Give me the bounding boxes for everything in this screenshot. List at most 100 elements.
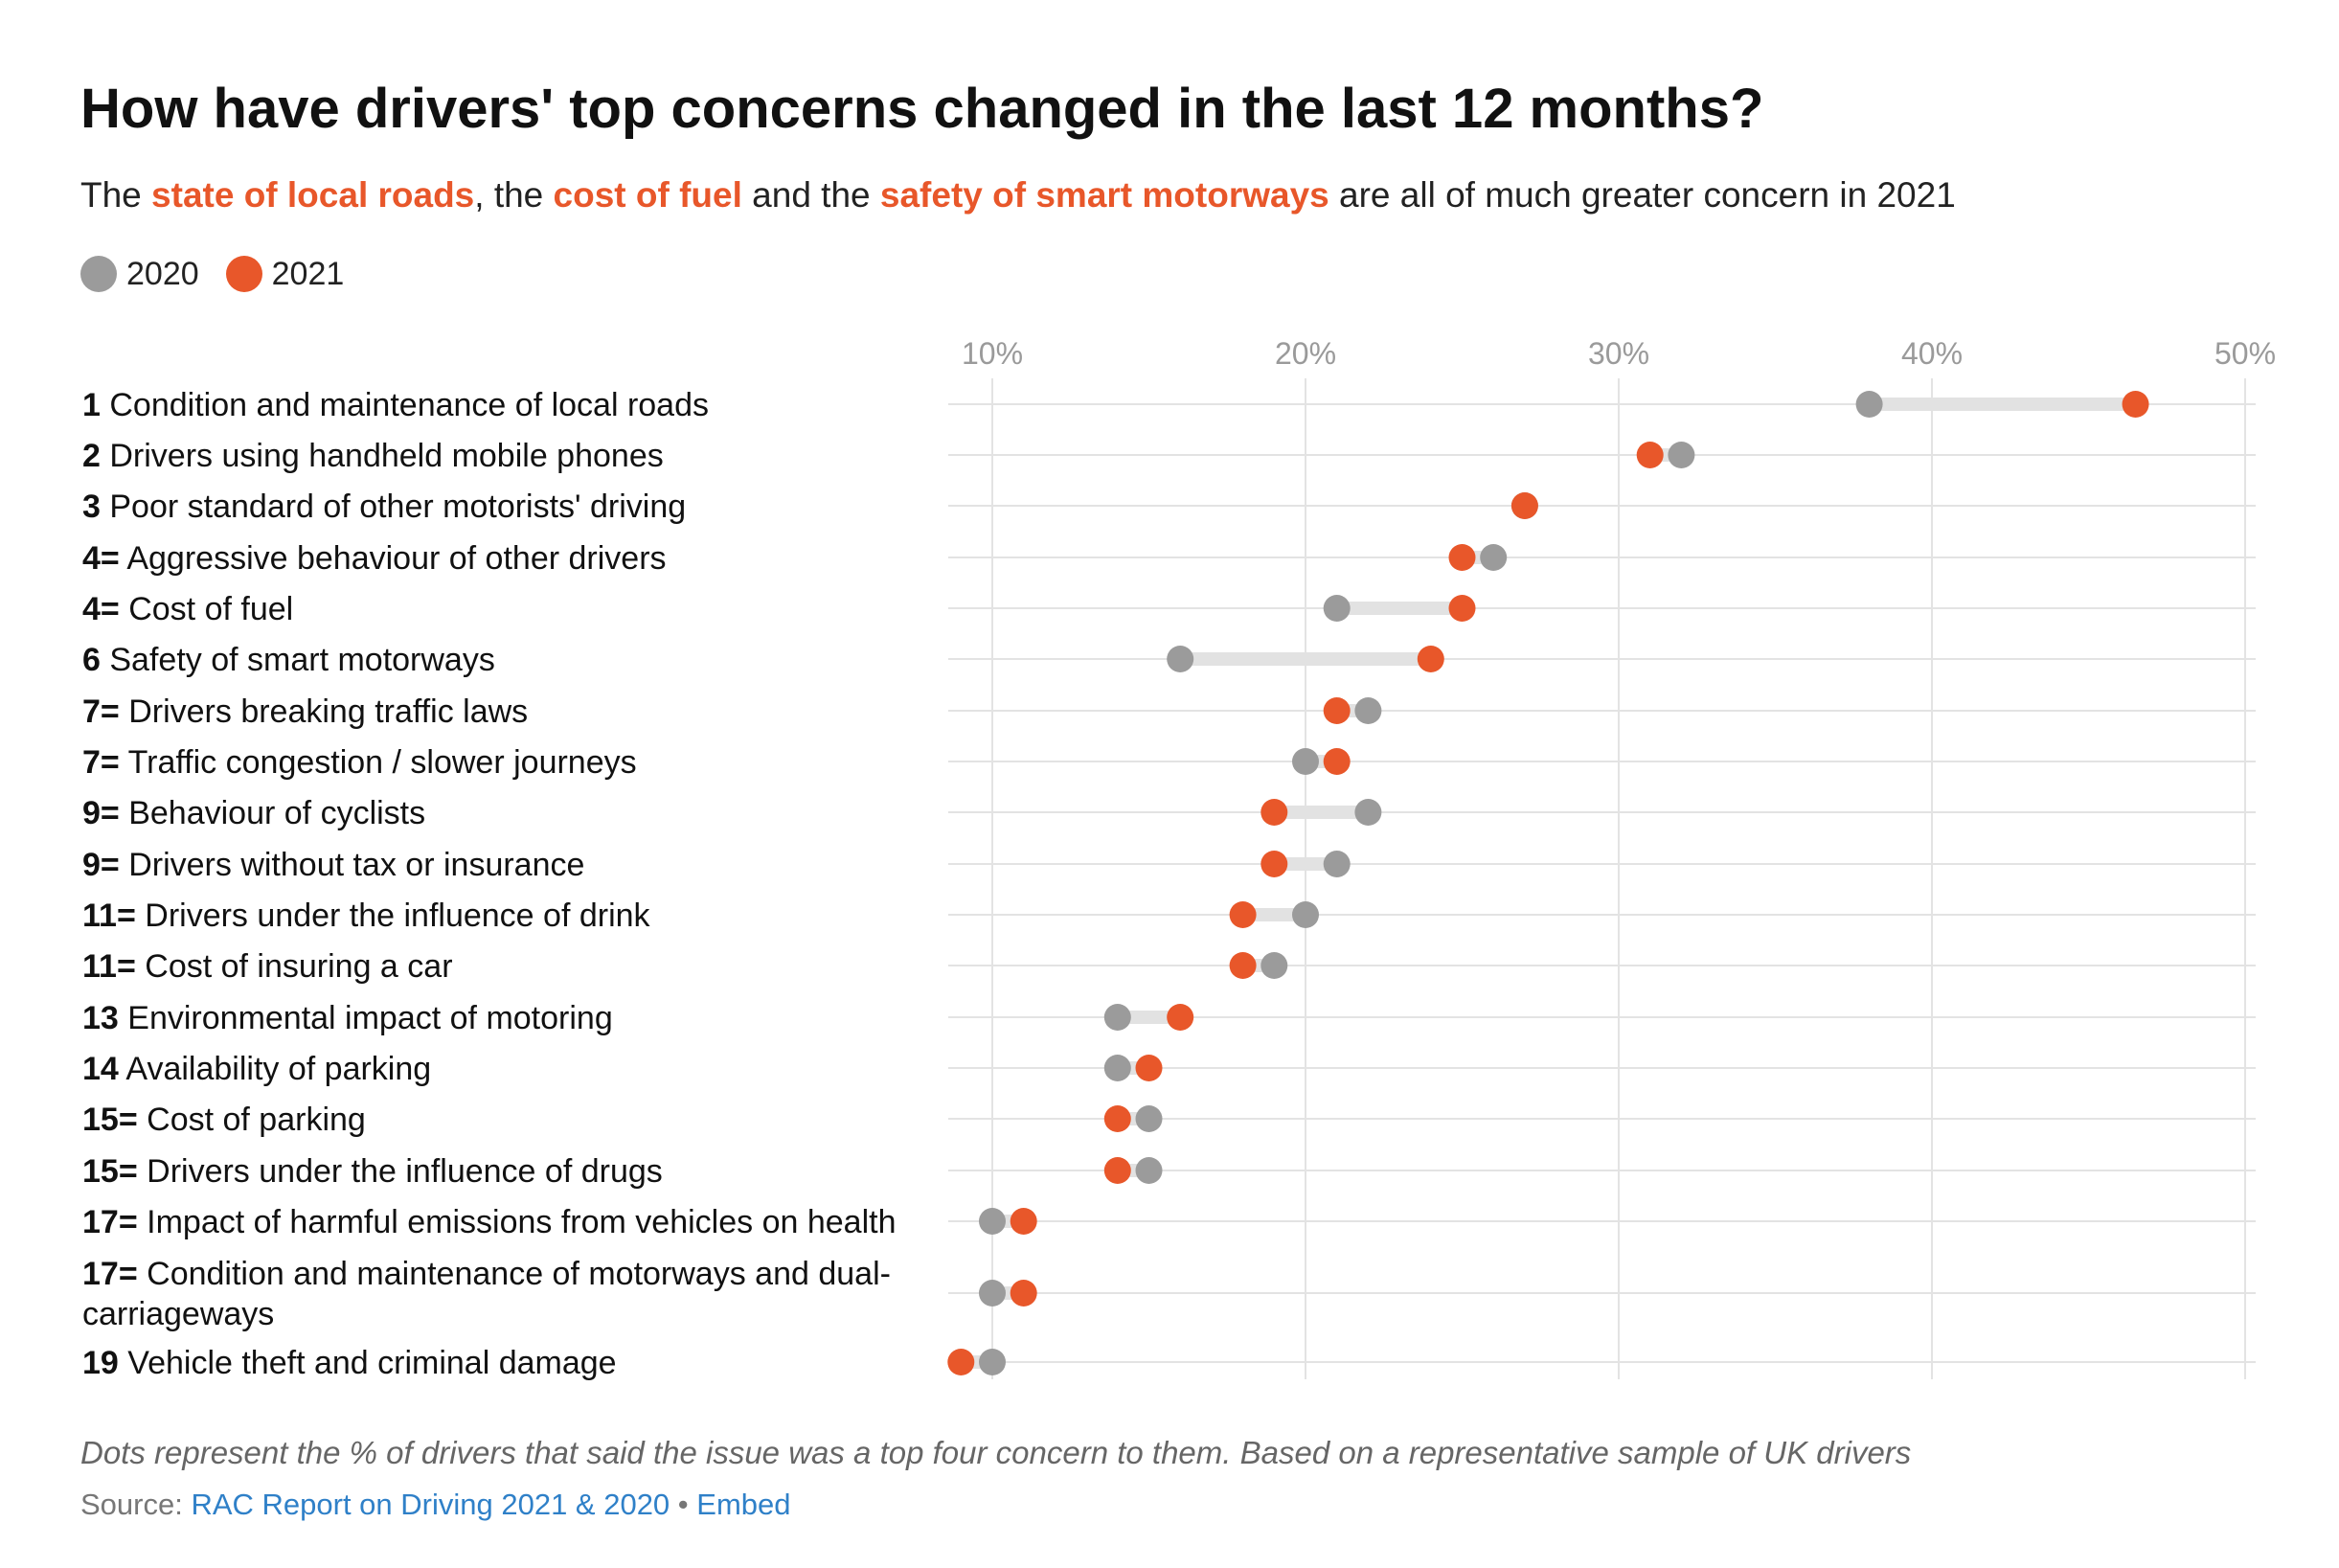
row-rank: 2 xyxy=(82,438,101,474)
dot-2021 xyxy=(947,1349,975,1375)
legend-item-2021: 2021 xyxy=(225,256,344,293)
row-rank: 4= xyxy=(82,591,120,627)
dot-2020 xyxy=(1354,799,1382,826)
dot-2020 xyxy=(1103,1004,1131,1031)
x-tick-label: 20% xyxy=(1275,336,1336,371)
row-rank: 9= xyxy=(82,795,120,831)
row-rank: 4= xyxy=(82,540,120,577)
row-rank: 11= xyxy=(82,898,136,934)
dot-2020 xyxy=(1292,748,1319,775)
row-label-text: Aggressive behaviour of other drivers xyxy=(126,540,667,577)
row-label-text: Behaviour of cyclists xyxy=(128,795,426,831)
dot-2021 xyxy=(1229,901,1257,928)
row-rank: 1 xyxy=(82,387,101,423)
dot-2020 xyxy=(1292,901,1319,928)
source-prefix: Source: xyxy=(80,1488,192,1521)
embed-link[interactable]: Embed xyxy=(696,1488,791,1521)
row-rank: 7= xyxy=(82,744,120,781)
row-label-text: Impact of harmful emissions from vehicle… xyxy=(147,1204,897,1240)
row-rank: 19 xyxy=(82,1345,119,1381)
row-label: 11= Drivers under the influence of drink xyxy=(82,896,944,936)
dot-2021 xyxy=(1448,595,1476,622)
dot-2020 xyxy=(1323,851,1351,877)
dot-2021 xyxy=(2122,391,2149,418)
row-rank: 17= xyxy=(82,1256,138,1292)
dot-2020 xyxy=(1103,1055,1131,1081)
dot-2021 xyxy=(1103,1105,1131,1132)
row-rank: 15= xyxy=(82,1153,138,1190)
row-rank: 13 xyxy=(82,1000,119,1036)
row-label: 15= Cost of parking xyxy=(82,1100,944,1140)
row-label: 1 Condition and maintenance of local roa… xyxy=(82,385,944,425)
legend: 2020 2021 xyxy=(80,253,371,295)
dot-2021 xyxy=(1260,799,1288,826)
dot-2020 xyxy=(979,1208,1006,1235)
subtitle-text: and the xyxy=(741,175,880,215)
row-rank: 14 xyxy=(82,1051,119,1087)
row-label: 17= Impact of harmful emissions from veh… xyxy=(82,1202,944,1242)
row-label-text: Environmental impact of motoring xyxy=(127,1000,613,1036)
dot-2021 xyxy=(1636,442,1664,468)
row-rank: 11= xyxy=(82,948,136,985)
dot-2021 xyxy=(1417,646,1444,672)
row-label-text: Cost of parking xyxy=(147,1102,366,1138)
row-label-text: Drivers using handheld mobile phones xyxy=(109,438,664,474)
dot-2021 xyxy=(1010,1208,1037,1235)
dot-2020 xyxy=(1135,1157,1163,1184)
dot-2020 xyxy=(979,1349,1006,1375)
row-label: 4= Cost of fuel xyxy=(82,589,944,629)
row-label-text: Safety of smart motorways xyxy=(109,642,495,678)
source-separator: • xyxy=(670,1488,697,1521)
x-tick-label: 40% xyxy=(1901,336,1963,371)
row-label-text: Condition and maintenance of motorways a… xyxy=(82,1256,891,1332)
row-label-text: Availability of parking xyxy=(125,1051,432,1087)
row-label: 9= Behaviour of cyclists xyxy=(82,793,944,833)
row-rank: 9= xyxy=(82,847,120,883)
legend-dot-2021 xyxy=(225,256,262,292)
row-rank: 6 xyxy=(82,642,101,678)
subtitle-text: are all of much greater concern in 2021 xyxy=(1328,175,1956,215)
subtitle-text: , the xyxy=(474,175,554,215)
dot-2021 xyxy=(1135,1055,1163,1081)
row-label: 6 Safety of smart motorways xyxy=(82,640,944,680)
row-label-text: Vehicle theft and criminal damage xyxy=(127,1345,617,1381)
x-tick-label: 10% xyxy=(962,336,1023,371)
row-label-text: Drivers under the influence of drugs xyxy=(147,1153,663,1190)
dot-2020 xyxy=(1855,391,1883,418)
row-label-text: Drivers without tax or insurance xyxy=(128,847,585,883)
legend-label-2020: 2020 xyxy=(126,255,199,292)
row-label: 4= Aggressive behaviour of other drivers xyxy=(82,538,944,579)
source-line: Source: RAC Report on Driving 2021 & 202… xyxy=(80,1488,791,1522)
footnote: Dots represent the % of drivers that sai… xyxy=(80,1435,1912,1470)
row-label: 17= Condition and maintenance of motorwa… xyxy=(82,1254,944,1334)
dot-2020 xyxy=(1260,952,1288,979)
row-rank: 3 xyxy=(82,489,101,525)
row-label-text: Cost of insuring a car xyxy=(145,948,453,985)
row-label: 15= Drivers under the influence of drugs xyxy=(82,1151,944,1192)
dot-2020 xyxy=(1480,544,1508,571)
row-rank: 17= xyxy=(82,1204,138,1240)
subtitle-highlight-fuel: cost of fuel xyxy=(553,175,742,215)
dot-2021 xyxy=(1323,748,1351,775)
legend-item-2020: 2020 xyxy=(80,256,199,293)
dot-2020 xyxy=(1323,595,1351,622)
x-tick-label: 50% xyxy=(2214,336,2276,371)
dot-2020 xyxy=(1167,646,1194,672)
source-link[interactable]: RAC Report on Driving 2021 & 2020 xyxy=(191,1488,670,1521)
row-label-text: Drivers under the influence of drink xyxy=(145,898,650,934)
legend-dot-2020 xyxy=(80,256,117,292)
row-label: 9= Drivers without tax or insurance xyxy=(82,845,944,885)
row-label: 2 Drivers using handheld mobile phones xyxy=(82,436,944,476)
row-rank: 15= xyxy=(82,1102,138,1138)
chart-title: How have drivers' top concerns changed i… xyxy=(80,78,1764,140)
row-label: 3 Poor standard of other motorists' driv… xyxy=(82,487,944,527)
dot-2021 xyxy=(1510,492,1538,519)
dot-2021 xyxy=(1167,1004,1194,1031)
dot-2021 xyxy=(1448,544,1476,571)
row-label-text: Cost of fuel xyxy=(128,591,294,627)
dot-2021 xyxy=(1323,697,1351,724)
row-label: 19 Vehicle theft and criminal damage xyxy=(82,1343,944,1383)
row-label-text: Traffic congestion / slower journeys xyxy=(127,744,637,781)
row-label: 14 Availability of parking xyxy=(82,1049,944,1089)
dot-2020 xyxy=(1668,442,1695,468)
